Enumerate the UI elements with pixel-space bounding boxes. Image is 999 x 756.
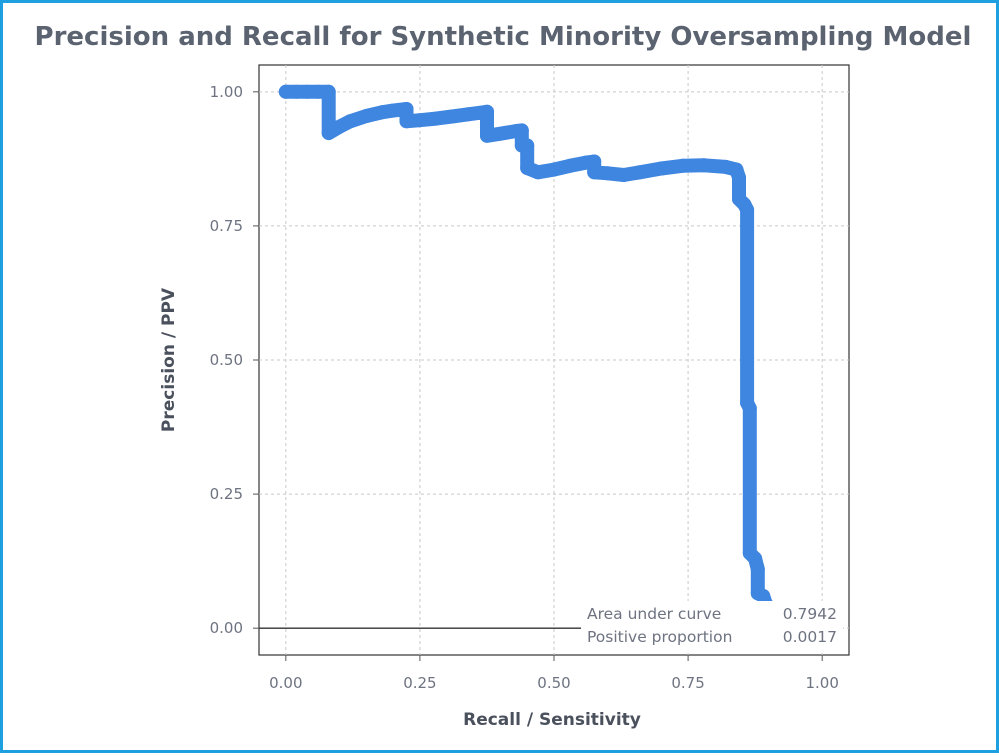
series-point [732, 170, 746, 185]
y-axis-label: Precision / PPV [159, 287, 179, 432]
series-point [480, 104, 494, 119]
annotation-value: 0.7942 [783, 605, 837, 623]
series-point [514, 123, 529, 138]
series-point [563, 158, 578, 173]
y-axis-ticks: 0.00 0.25 0.50 0.75 1.00 [210, 83, 259, 637]
series-point [289, 84, 304, 99]
series-point [429, 111, 443, 126]
series-point [654, 161, 669, 176]
series-point [547, 162, 561, 177]
series-point [386, 103, 401, 118]
series-point [480, 128, 494, 143]
chart-title: Precision and Recall for Synthetic Minor… [35, 22, 972, 52]
x-tick-label: 1.00 [805, 674, 838, 692]
series-point [332, 119, 347, 134]
series-point [375, 105, 390, 120]
series-point [530, 165, 545, 180]
series-point [587, 154, 602, 169]
annotation-box [581, 601, 843, 651]
y-tick-label: 0.25 [210, 485, 243, 503]
series-point [445, 109, 460, 124]
series-point [343, 114, 358, 129]
series-point [359, 109, 374, 123]
annotation-label: Positive proportion [587, 628, 732, 646]
series-point [718, 159, 733, 174]
series-point [321, 84, 336, 99]
series-point [587, 165, 602, 180]
series-point [600, 166, 615, 181]
series-point [697, 158, 712, 173]
pr-curve-chart: Precision and Recall for Synthetic Minor… [35, 22, 972, 730]
annotation-value: 0.0017 [783, 628, 837, 646]
x-tick-label: 0.25 [403, 674, 436, 692]
series-point [742, 401, 757, 416]
series-point [616, 168, 631, 182]
series-point [493, 126, 508, 141]
series-point [740, 202, 755, 217]
x-tick-label: 0.75 [671, 674, 704, 692]
y-tick-label: 1.00 [210, 83, 243, 101]
metrics-annotation: Area under curve 0.7942 Positive proportio… [581, 601, 843, 651]
series-point [300, 84, 315, 99]
series-point [748, 551, 763, 566]
series-point [399, 114, 414, 129]
series-point [520, 161, 535, 175]
series-point [750, 562, 765, 577]
series-point [461, 107, 476, 122]
series-point [321, 126, 336, 141]
series-point [311, 84, 325, 99]
annotation-label: Area under curve [587, 605, 721, 623]
series-point [632, 165, 647, 180]
series-point [278, 84, 293, 99]
x-axis-ticks: 0.00 0.25 0.50 0.75 1.00 [269, 655, 839, 692]
x-axis-label: Recall / Sensitivity [463, 710, 641, 730]
x-tick-label: 0.50 [537, 674, 570, 692]
series-point [412, 113, 427, 128]
y-tick-label: 0.75 [210, 217, 243, 235]
x-tick-label: 0.00 [269, 674, 302, 692]
series-point [675, 158, 690, 173]
series-point [520, 138, 535, 153]
y-tick-label: 0.50 [210, 351, 243, 369]
series-point [399, 102, 414, 116]
y-tick-label: 0.00 [210, 619, 243, 637]
